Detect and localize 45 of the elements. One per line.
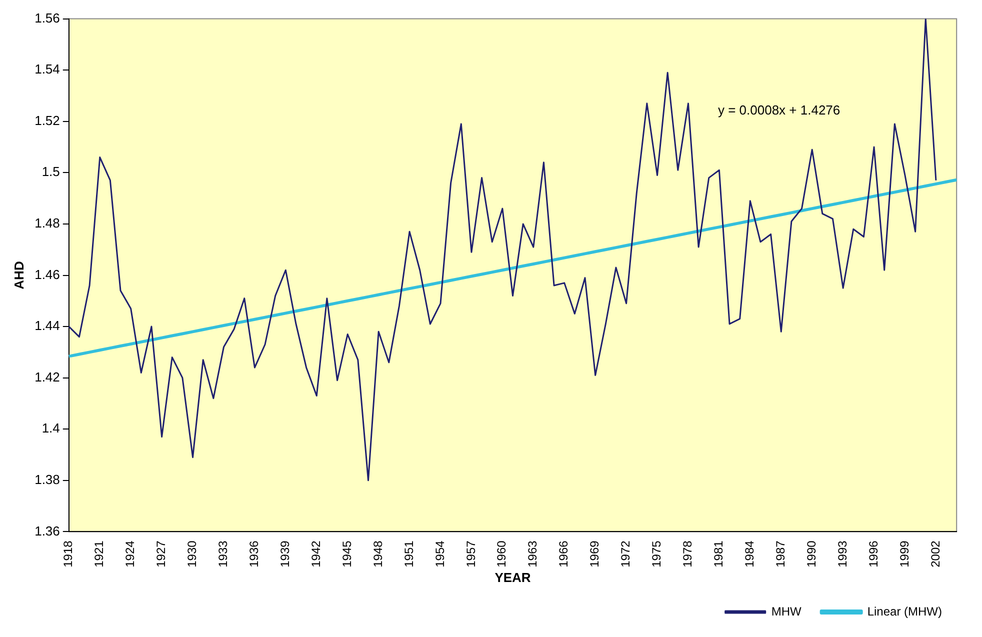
x-tick-label: 1954 xyxy=(432,540,447,568)
x-tick-label: 1963 xyxy=(526,540,540,568)
annotation: y = 0.0008x + 1.4276 xyxy=(718,102,840,118)
y-tick-label: 1.42 xyxy=(34,369,60,384)
y-tick-label: 1.52 xyxy=(34,112,60,128)
y-tick-label: 1.4 xyxy=(42,420,60,436)
x-tick-label: 1957 xyxy=(464,540,478,568)
x-tick-label: 1987 xyxy=(773,540,788,568)
x-tick-label: 1942 xyxy=(308,540,323,568)
x-tick-label: 1939 xyxy=(278,540,292,568)
x-tick-label: 1996 xyxy=(866,540,880,568)
x-tick-label: 1927 xyxy=(154,540,168,568)
x-tick-label: 1936 xyxy=(247,540,262,568)
x-tick-label: 1933 xyxy=(216,540,230,568)
x-tick-label: 2002 xyxy=(928,540,942,568)
x-tick-label: 1984 xyxy=(742,540,756,568)
x-tick-label: 1978 xyxy=(680,540,695,568)
x-tick-label: 1972 xyxy=(618,540,633,568)
x-tick-label: 1981 xyxy=(712,540,726,568)
x-tick-label: 1921 xyxy=(92,540,106,568)
y-tick-label: 1.38 xyxy=(34,472,60,487)
x-tick-label: 1924 xyxy=(123,540,138,568)
x-tick-label: 1990 xyxy=(804,540,818,568)
y-tick-label: 1.5 xyxy=(42,164,60,180)
x-tick-label: 1999 xyxy=(897,540,912,568)
x-tick-label: 1966 xyxy=(556,540,571,568)
y-tick-label: 1.54 xyxy=(34,62,60,77)
y-tick-label: 1.56 xyxy=(34,10,60,26)
y-tick-label: 1.44 xyxy=(34,318,60,334)
legend-label: Linear (MHW) xyxy=(867,604,942,618)
x-tick-label: 1951 xyxy=(402,540,416,568)
y-tick-label: 1.46 xyxy=(34,266,60,282)
x-tick-label: 1948 xyxy=(370,540,385,568)
y-tick-label: 1.36 xyxy=(34,523,60,538)
x-axis-title: YEAR xyxy=(494,570,532,585)
x-tick-label: 1993 xyxy=(835,540,850,568)
x-tick-label: 1945 xyxy=(340,540,354,568)
x-tick-label: 1969 xyxy=(588,540,602,568)
y-axis-title: AHD xyxy=(11,261,26,290)
x-tick-label: 1975 xyxy=(650,540,664,568)
x-tick-label: 1930 xyxy=(185,540,200,568)
legend-label: MHW xyxy=(771,604,802,618)
x-tick-label: 1918 xyxy=(61,540,76,568)
y-tick-label: 1.48 xyxy=(34,216,60,231)
x-tick-label: 1960 xyxy=(494,540,509,568)
